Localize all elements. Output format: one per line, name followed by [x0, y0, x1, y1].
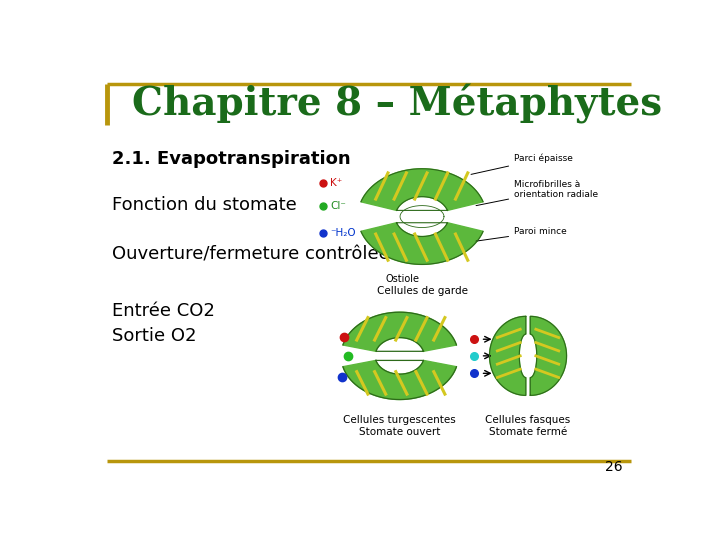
Polygon shape [343, 360, 456, 400]
Polygon shape [361, 169, 483, 211]
Text: Paroi mince: Paroi mince [476, 227, 567, 241]
Text: Entrée CO2: Entrée CO2 [112, 302, 215, 320]
Text: Fonction du stomate: Fonction du stomate [112, 196, 297, 214]
Text: 26: 26 [606, 461, 623, 474]
Polygon shape [343, 312, 456, 352]
Text: Parci épaisse: Parci épaisse [471, 153, 573, 174]
Text: Ostiole: Ostiole [385, 274, 420, 284]
Text: Cellules de garde: Cellules de garde [377, 286, 467, 296]
Polygon shape [490, 316, 526, 395]
Text: Sortie O2: Sortie O2 [112, 327, 197, 345]
Polygon shape [361, 222, 483, 265]
Polygon shape [530, 316, 567, 395]
Text: 2.1. Evapotranspiration: 2.1. Evapotranspiration [112, 150, 351, 168]
Text: Chapitre 8 – Métaphytes: Chapitre 8 – Métaphytes [132, 84, 662, 124]
Text: ⁻H₂O: ⁻H₂O [330, 228, 356, 238]
Text: K⁺: K⁺ [330, 178, 342, 188]
Text: Microfibrilles à
orientation radiale: Microfibrilles à orientation radiale [476, 180, 598, 206]
Text: Ouverture/fermeture contrôlée: Ouverture/fermeture contrôlée [112, 246, 390, 264]
Text: Cellules fasques
Stomate fermé: Cellules fasques Stomate fermé [485, 415, 571, 436]
Text: Cl⁻: Cl⁻ [330, 201, 346, 211]
Text: Cellules turgescentes
Stomate ouvert: Cellules turgescentes Stomate ouvert [343, 415, 456, 436]
